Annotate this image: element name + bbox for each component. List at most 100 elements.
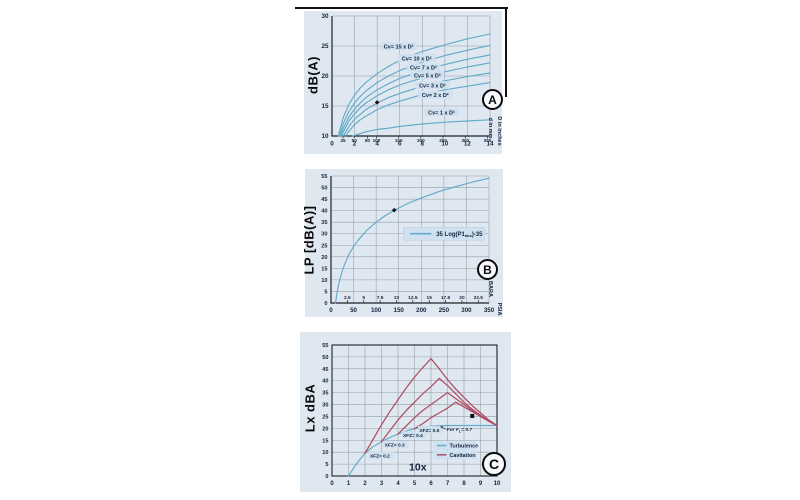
svg-text:5: 5 <box>325 462 328 468</box>
svg-text:25: 25 <box>321 43 329 50</box>
series-turbulence <box>347 424 498 477</box>
series-cv-2-x-d- <box>344 82 491 137</box>
curve-label: XFZ= 0.4 <box>401 431 427 439</box>
svg-text:0: 0 <box>325 474 328 480</box>
chart-a-y-axis-title: dB(A) <box>305 56 321 94</box>
svg-text:Cv= 2 x D²: Cv= 2 x D² <box>422 92 449 99</box>
svg-text:7: 7 <box>446 481 450 487</box>
svg-text:10: 10 <box>321 278 327 284</box>
svg-text:50: 50 <box>322 355 328 361</box>
svg-text:150: 150 <box>395 138 403 143</box>
series-cv-7-x-d- <box>339 54 491 137</box>
svg-text:40: 40 <box>321 209 327 215</box>
chart-panel-b: 0 50 100 150 200 250 300 350 0 5 10 15 20 25 30 35 40 45 5… <box>305 169 503 317</box>
svg-text:80: 80 <box>365 138 371 143</box>
curve-label: Cv= 5 x D² <box>410 70 445 79</box>
svg-text:250: 250 <box>439 138 447 143</box>
curve-label: Cv= 3 x D² <box>415 81 450 90</box>
y-axis-tick-labels: 0 5 10 15 20 25 30 35 40 45 50 55 <box>322 343 328 480</box>
svg-text:20: 20 <box>459 295 465 301</box>
series-cv-3-x-d- <box>342 72 491 137</box>
svg-text:XFZ= 0.4: XFZ= 0.4 <box>403 433 423 439</box>
chart-a-side-label-mm: d in mm <box>487 117 493 139</box>
legend-row-cavitation: Cavitation <box>433 450 477 460</box>
svg-text:4: 4 <box>396 481 400 487</box>
x-axis-tick-labels: 0 2 4 6 8 10 12 14 <box>330 141 494 148</box>
svg-text:3: 3 <box>380 481 384 487</box>
svg-text:25: 25 <box>322 414 328 420</box>
svg-text:350: 350 <box>484 138 492 143</box>
svg-text:25: 25 <box>340 138 346 143</box>
svg-text:55: 55 <box>321 174 327 180</box>
svg-text:25: 25 <box>321 243 327 249</box>
chart-b-badge: B <box>477 259 498 280</box>
svg-text:300: 300 <box>461 138 469 143</box>
curve-label: Cv= 2 x D² <box>418 90 453 99</box>
y-axis-tick-labels: 0 5 10 15 20 25 30 35 40 45 50 55 <box>321 174 327 307</box>
svg-text:50: 50 <box>350 307 357 314</box>
svg-text:20: 20 <box>321 73 329 80</box>
curve-label: Cv= 1 x D² <box>424 108 459 117</box>
svg-text:12.5: 12.5 <box>408 295 418 301</box>
svg-text:10: 10 <box>322 450 328 456</box>
x-axis-tick-labels: 0 1 2 3 4 5 6 7 8 9 10 <box>330 481 501 487</box>
svg-text:5: 5 <box>413 481 417 487</box>
axis-lines <box>331 16 490 137</box>
svg-text:Turbulence: Turbulence <box>449 444 478 450</box>
svg-text:200: 200 <box>417 138 425 143</box>
curve-label: Cv= 7 x D² <box>406 63 441 72</box>
svg-text:30: 30 <box>322 403 328 409</box>
svg-text:XFZ= 0.5: XFZ= 0.5 <box>419 428 439 434</box>
svg-text:0: 0 <box>330 481 334 487</box>
curve-label: XFZ= 0.5 <box>417 426 444 434</box>
svg-text:2: 2 <box>363 481 367 487</box>
svg-text:30: 30 <box>321 232 327 238</box>
svg-text:5: 5 <box>362 295 365 301</box>
curve-label: Cv= 15 x D² <box>379 42 418 51</box>
svg-text:10: 10 <box>321 133 329 140</box>
data-point-marker <box>470 413 475 418</box>
svg-text:5: 5 <box>324 289 327 295</box>
svg-text:XFZ= 0.3: XFZ= 0.3 <box>385 442 405 448</box>
svg-text:12: 12 <box>464 141 472 148</box>
svg-text:Cv= 7 x D²: Cv= 7 x D² <box>410 65 437 72</box>
svg-text:Cv= 10 x D²: Cv= 10 x D² <box>402 56 432 63</box>
svg-text:35 Log(P1abs)-35: 35 Log(P1abs)-35 <box>436 232 483 238</box>
svg-text:15: 15 <box>322 438 328 444</box>
chart-b-side-label-psia: PSIA <box>495 302 502 316</box>
svg-text:Cv= 15 x D²: Cv= 15 x D² <box>384 44 414 51</box>
svg-text:10: 10 <box>494 481 501 487</box>
legend: 35 Log(P1abs)-35 <box>403 227 485 241</box>
svg-text:XFZ= 0.2: XFZ= 0.2 <box>370 454 390 460</box>
svg-text:55: 55 <box>322 343 328 349</box>
svg-text:15: 15 <box>427 295 433 301</box>
axis-lines <box>330 176 489 304</box>
svg-text:4: 4 <box>375 141 379 148</box>
y-axis-tick-labels: 10 15 20 25 30 <box>321 13 329 140</box>
x-axis-inner-label: 10x <box>409 462 427 474</box>
series-35-log-p1abs-35 <box>334 177 490 304</box>
svg-text:30: 30 <box>321 13 329 20</box>
svg-text:2: 2 <box>353 141 357 148</box>
annotation-fl: For FL= 0.7 <box>440 426 472 433</box>
svg-text:50: 50 <box>321 186 327 192</box>
svg-text:0: 0 <box>324 301 327 307</box>
svg-text:22.5: 22.5 <box>474 295 484 301</box>
svg-text:Cv= 5 x D²: Cv= 5 x D² <box>414 72 441 79</box>
svg-text:15: 15 <box>321 266 327 272</box>
svg-text:17.5: 17.5 <box>441 295 451 301</box>
chart-a-badge: A <box>482 89 503 110</box>
svg-text:8: 8 <box>462 481 466 487</box>
chart-a-canvas: 0 2 4 6 8 10 12 14 10 15 20 25 30 25 50 80 100 150 200 250 3… <box>321 13 494 148</box>
secondary-axis-mm: 25 50 80 100 150 200 250 300 350 <box>340 136 492 143</box>
frame-top-rule <box>295 7 508 10</box>
series-cv-10-x-d- <box>338 44 491 137</box>
svg-text:200: 200 <box>416 307 427 314</box>
series-cavitation-xfz-0-2 <box>364 357 498 454</box>
frame-right-rule <box>505 7 508 97</box>
svg-text:2.5: 2.5 <box>344 295 351 301</box>
svg-text:45: 45 <box>322 367 328 373</box>
svg-text:Cv= 1 x D²: Cv= 1 x D² <box>428 110 455 117</box>
